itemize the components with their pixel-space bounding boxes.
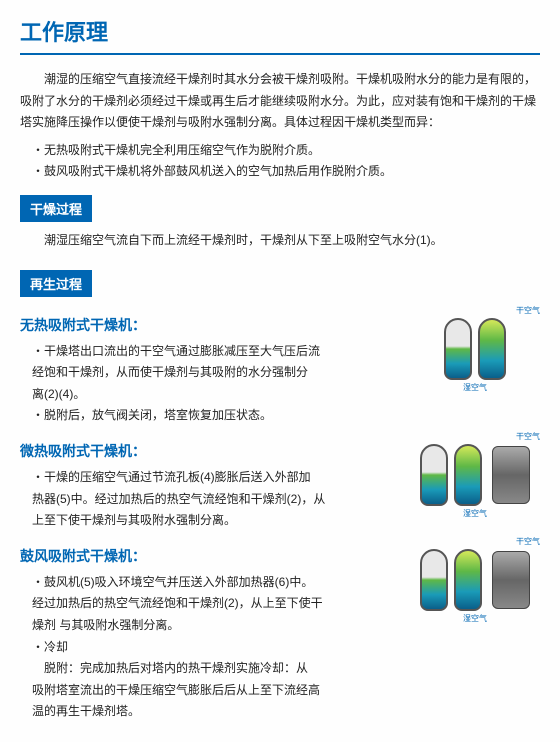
label-wet-air: 湿空气 <box>410 382 540 393</box>
sub3-line: 吸附塔室流出的干燥压缩空气膨胀后后从上至下流经高 <box>32 680 402 702</box>
tower-icon <box>444 318 472 380</box>
sub1-line: ・脱附后，放气阀关闭，塔室恢复加压状态。 <box>32 405 402 427</box>
sub1-title: 无热吸附式干燥机： <box>20 315 402 335</box>
sub3-line: 脱附：完成加热后对塔内的热干燥剂实施冷却：从 <box>32 658 402 680</box>
heater-icon <box>492 551 530 609</box>
diagram-noheat: 干空气 湿空气 <box>410 305 540 393</box>
tower-icon <box>454 549 482 611</box>
label-dry-air: 干空气 <box>410 431 540 442</box>
diagram-microheat: 干空气 湿空气 <box>410 431 540 519</box>
heater-icon <box>492 446 530 504</box>
sub3-line: 经过加热后的热空气流经饱和干燥剂(2)，从上至下使干 <box>32 593 402 615</box>
tower-icon <box>420 444 448 506</box>
sub3-line: 燥剂 与其吸附水强制分离。 <box>32 615 402 637</box>
sub1-line: 离(2)(4)。 <box>32 384 402 406</box>
label-wet-air: 湿空气 <box>410 613 540 624</box>
tower-icon <box>454 444 482 506</box>
drying-text: 潮湿压缩空气流自下而上流经干燥剂时，干燥剂从下至上吸附空气水分(1)。 <box>20 230 540 252</box>
sub2-line: 热器(5)中。经过加热后的热空气流经饱和干燥剂(2)，从 <box>32 489 402 511</box>
intro-paragraph: 潮湿的压缩空气直接流经干燥剂时其水分会被干燥剂吸附。干燥机吸附水分的能力是有限的… <box>20 69 540 134</box>
sub1-line: 经饱和干燥剂，从而使干燥剂与其吸附的水分强制分 <box>32 362 402 384</box>
section-header-regen: 再生过程 <box>20 270 92 297</box>
tower-icon <box>420 549 448 611</box>
tower-icon <box>478 318 506 380</box>
label-wet-air: 湿空气 <box>410 508 540 519</box>
intro-bullet: ・鼓风吸附式干燥机将外部鼓风机送入的空气加热后用作脱附介质。 <box>32 161 540 183</box>
sub3-line: 温的再生干燥剂塔。 <box>32 701 402 723</box>
label-dry-air: 干空气 <box>410 536 540 547</box>
sub3-line: ・鼓风机(5)吸入环境空气并压送入外部加热器(6)中。 <box>32 572 402 594</box>
label-dry-air: 干空气 <box>410 305 540 316</box>
sub3-line: ・冷却 <box>32 637 402 659</box>
sub2-title: 微热吸附式干燥机： <box>20 441 402 461</box>
section-header-drying: 干燥过程 <box>20 195 92 222</box>
intro-bullet: ・无热吸附式干燥机完全利用压缩空气作为脱附介质。 <box>32 140 540 162</box>
page-title: 工作原理 <box>20 15 540 55</box>
sub2-line: ・干燥的压缩空气通过节流孔板(4)膨胀后送入外部加 <box>32 467 402 489</box>
sub1-line: ・干燥塔出口流出的干空气通过膨胀减压至大气压后流 <box>32 341 402 363</box>
sub3-title: 鼓风吸附式干燥机： <box>20 546 402 566</box>
diagram-blower: 干空气 湿空气 <box>410 536 540 624</box>
sub2-line: 上至下使干燥剂与其吸附水强制分离。 <box>32 510 402 532</box>
